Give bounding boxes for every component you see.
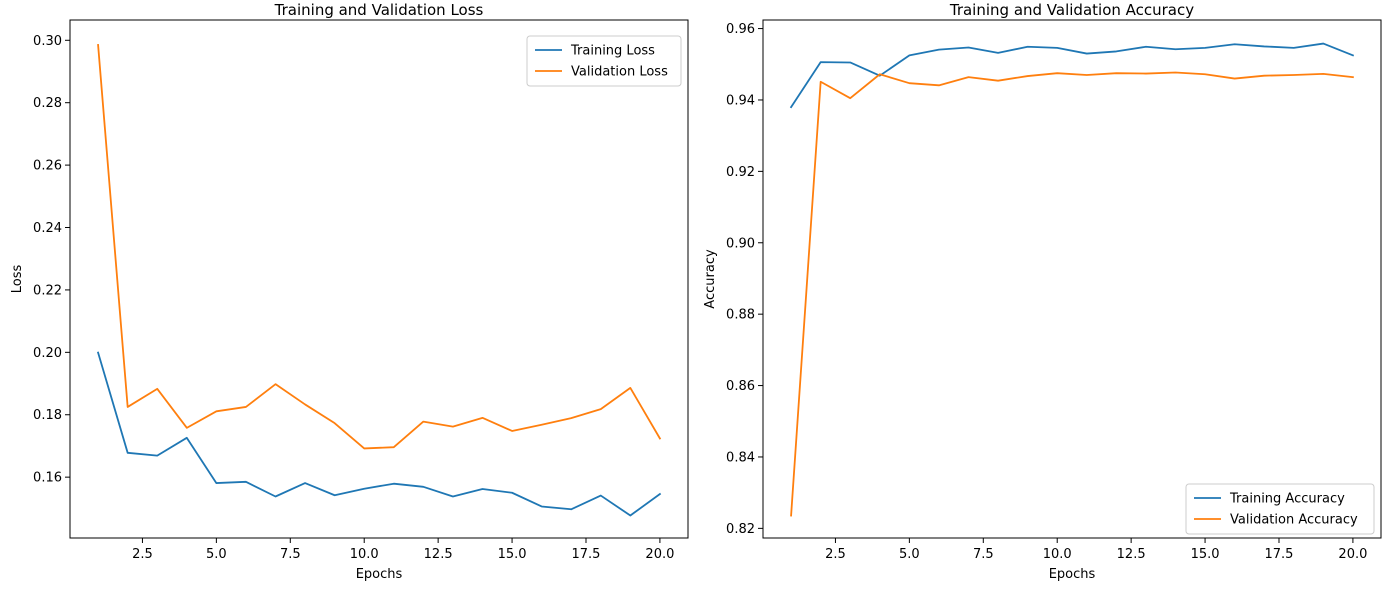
y-axis-title: Accuracy bbox=[703, 249, 718, 309]
x-tick-label: 17.5 bbox=[572, 547, 601, 562]
y-tick-label: 0.96 bbox=[726, 22, 755, 37]
plot-frame bbox=[69, 19, 689, 539]
y-axis-title: Loss bbox=[10, 265, 25, 294]
legend-label: Validation Accuracy bbox=[1230, 513, 1358, 528]
legend-label: Training Accuracy bbox=[1229, 492, 1345, 507]
x-tick-label: 10.0 bbox=[1043, 547, 1072, 562]
series-line-1 bbox=[790, 71, 1354, 517]
y-tick-label: 0.90 bbox=[726, 236, 755, 251]
legend: Training Loss Validation Loss bbox=[526, 35, 682, 87]
y-tick-label: 0.22 bbox=[33, 283, 62, 298]
legend-box bbox=[1185, 483, 1375, 535]
x-tick-label: 20.0 bbox=[645, 547, 674, 562]
y-tick-label: 0.28 bbox=[33, 96, 62, 111]
plot-frame bbox=[762, 19, 1382, 539]
legend-box bbox=[526, 35, 682, 87]
legend: Training Accuracy Validation Accuracy bbox=[1185, 483, 1375, 535]
y-tick-label: 0.84 bbox=[726, 450, 755, 465]
y-tick-label: 0.24 bbox=[33, 221, 62, 236]
x-tick-label: 7.5 bbox=[280, 547, 301, 562]
x-tick-label: 5.0 bbox=[206, 547, 227, 562]
x-tick-label: 12.5 bbox=[1117, 547, 1146, 562]
legend-label: Validation Loss bbox=[571, 65, 668, 80]
legend-label: Training Loss bbox=[570, 44, 655, 59]
series-line-1 bbox=[97, 43, 662, 450]
x-tick-label: 10.0 bbox=[350, 547, 379, 562]
x-tick-label: 7.5 bbox=[973, 547, 994, 562]
y-tick-label: 0.30 bbox=[33, 34, 62, 49]
series-line-0 bbox=[96, 351, 662, 517]
x-tick-label: 15.0 bbox=[1191, 547, 1220, 562]
x-tick-label: 5.0 bbox=[899, 547, 920, 562]
x-tick-label: 12.5 bbox=[424, 547, 453, 562]
x-axis-title: Epochs bbox=[1049, 567, 1096, 582]
chart-title: Training and Validation Accuracy bbox=[949, 1, 1194, 19]
chart-title: Training and Validation Loss bbox=[274, 1, 484, 19]
y-tick-label: 0.26 bbox=[33, 159, 62, 174]
y-tick-label: 0.16 bbox=[33, 471, 62, 486]
y-tick-label: 0.92 bbox=[726, 165, 755, 180]
y-tick-label: 0.86 bbox=[726, 379, 755, 394]
x-tick-label: 20.0 bbox=[1338, 547, 1367, 562]
x-tick-label: 2.5 bbox=[132, 547, 153, 562]
x-tick-label: 15.0 bbox=[498, 547, 527, 562]
accuracy-chart: Training and Validation Accuracy Epochs … bbox=[703, 1, 1382, 582]
x-axis-title: Epochs bbox=[356, 567, 403, 582]
y-tick-label: 0.20 bbox=[33, 346, 62, 361]
y-tick-label: 0.88 bbox=[726, 308, 755, 323]
series-line-0 bbox=[789, 42, 1355, 109]
y-tick-label: 0.94 bbox=[726, 93, 755, 108]
loss-chart: Training and Validation Loss Epochs Loss… bbox=[10, 1, 689, 582]
x-tick-label: 2.5 bbox=[825, 547, 846, 562]
x-tick-label: 17.5 bbox=[1265, 547, 1294, 562]
y-tick-label: 0.82 bbox=[726, 522, 755, 537]
y-tick-label: 0.18 bbox=[33, 408, 62, 423]
